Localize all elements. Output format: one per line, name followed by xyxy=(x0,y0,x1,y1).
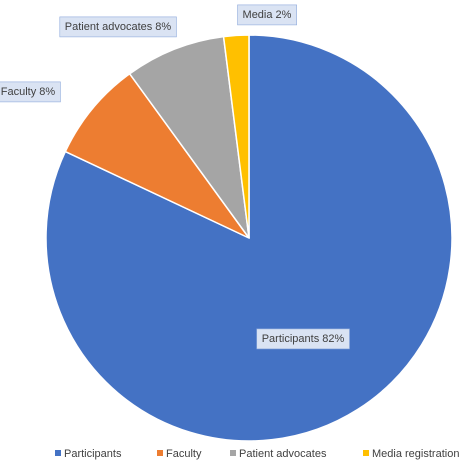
pie-slice xyxy=(128,35,250,239)
data-label-text: Participants 82% xyxy=(262,333,345,345)
data-label-box xyxy=(0,81,61,103)
legend-marker xyxy=(157,450,163,456)
data-label: Media 2% xyxy=(237,4,297,26)
data-label: Faculty 8% xyxy=(0,81,61,103)
pie-slice xyxy=(222,34,250,239)
data-label: Patient advocates 8% xyxy=(59,16,177,38)
legend-label: Participants xyxy=(64,448,122,460)
legend-marker xyxy=(230,450,236,456)
data-label-box xyxy=(237,4,297,26)
legend-marker xyxy=(55,450,61,456)
data-label: Participants 82% xyxy=(256,328,350,350)
legend-label: Faculty xyxy=(166,448,202,460)
legend-marker xyxy=(363,450,369,456)
legend-label: Patient advocates xyxy=(239,448,327,460)
data-label-box xyxy=(59,16,177,38)
data-label-text: Media 2% xyxy=(243,9,292,21)
data-label-text: Patient advocates 8% xyxy=(65,21,172,33)
data-label-text: Faculty 8% xyxy=(1,86,56,98)
pie-slice xyxy=(64,72,250,239)
data-label-box xyxy=(256,328,350,350)
legend-label: Media registration xyxy=(372,448,459,460)
